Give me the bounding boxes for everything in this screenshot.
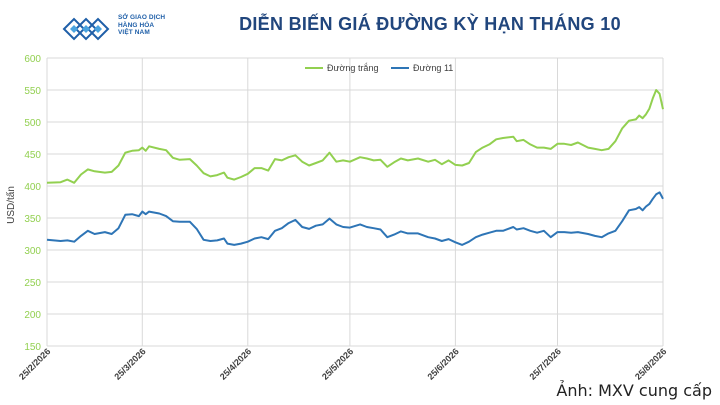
y-tick-label: 400 [24, 182, 41, 193]
logo-line-2: HÀNG HÓA [118, 21, 155, 29]
y-tick-label: 600 [24, 54, 41, 65]
x-tick-label: 25/6/2026 [425, 346, 460, 381]
x-tick-label: 25/3/2026 [112, 346, 147, 381]
grid-lines [46, 57, 664, 347]
legend-label: Đường 11 [413, 63, 453, 73]
logo-line-1: SỞ GIAO DỊCH [118, 14, 166, 21]
y-tick-label: 250 [24, 278, 41, 289]
image-caption: Ảnh: MXV cung cấp [556, 381, 712, 400]
y-tick-label: 300 [24, 246, 41, 257]
x-tick-label: 25/5/2026 [320, 346, 355, 381]
logo-line-3: VIỆT NAM [118, 29, 150, 36]
legend-label: Đường trắng [327, 63, 378, 73]
y-axis-label: USD/tấn [5, 186, 17, 224]
logo-mark-icon [62, 17, 110, 41]
y-tick-label: 350 [24, 214, 41, 225]
x-axis-ticks: 25/2/2026 25/3/2026 25/4/2026 25/5/2026 25/6… [17, 346, 668, 381]
y-tick-label: 500 [24, 118, 41, 129]
x-tick-label: 25/7/2026 [528, 346, 563, 381]
legend: Đường trắng Đường 11 [305, 63, 453, 73]
page-title: DIỄN BIẾN GIÁ ĐƯỜNG KỲ HẠN THÁNG 10 [239, 14, 621, 34]
y-tick-label: 450 [24, 150, 41, 161]
series-line-raw-sugar [46, 191, 664, 246]
series-lines [46, 89, 664, 246]
series-line-white-sugar [46, 89, 664, 184]
y-tick-label: 200 [24, 310, 41, 321]
y-tick-label: 150 [24, 342, 41, 353]
x-tick-label: 25/4/2026 [218, 346, 253, 381]
y-axis-ticks: 150 200 250 300 350 400 450 500 550 600 [24, 54, 41, 353]
y-tick-label: 550 [24, 86, 41, 97]
x-tick-label: 25/8/2026 [633, 346, 668, 381]
logo [62, 12, 212, 46]
logo-text: SỞ GIAO DỊCH HÀNG HÓA VIỆT NAM [118, 14, 165, 37]
